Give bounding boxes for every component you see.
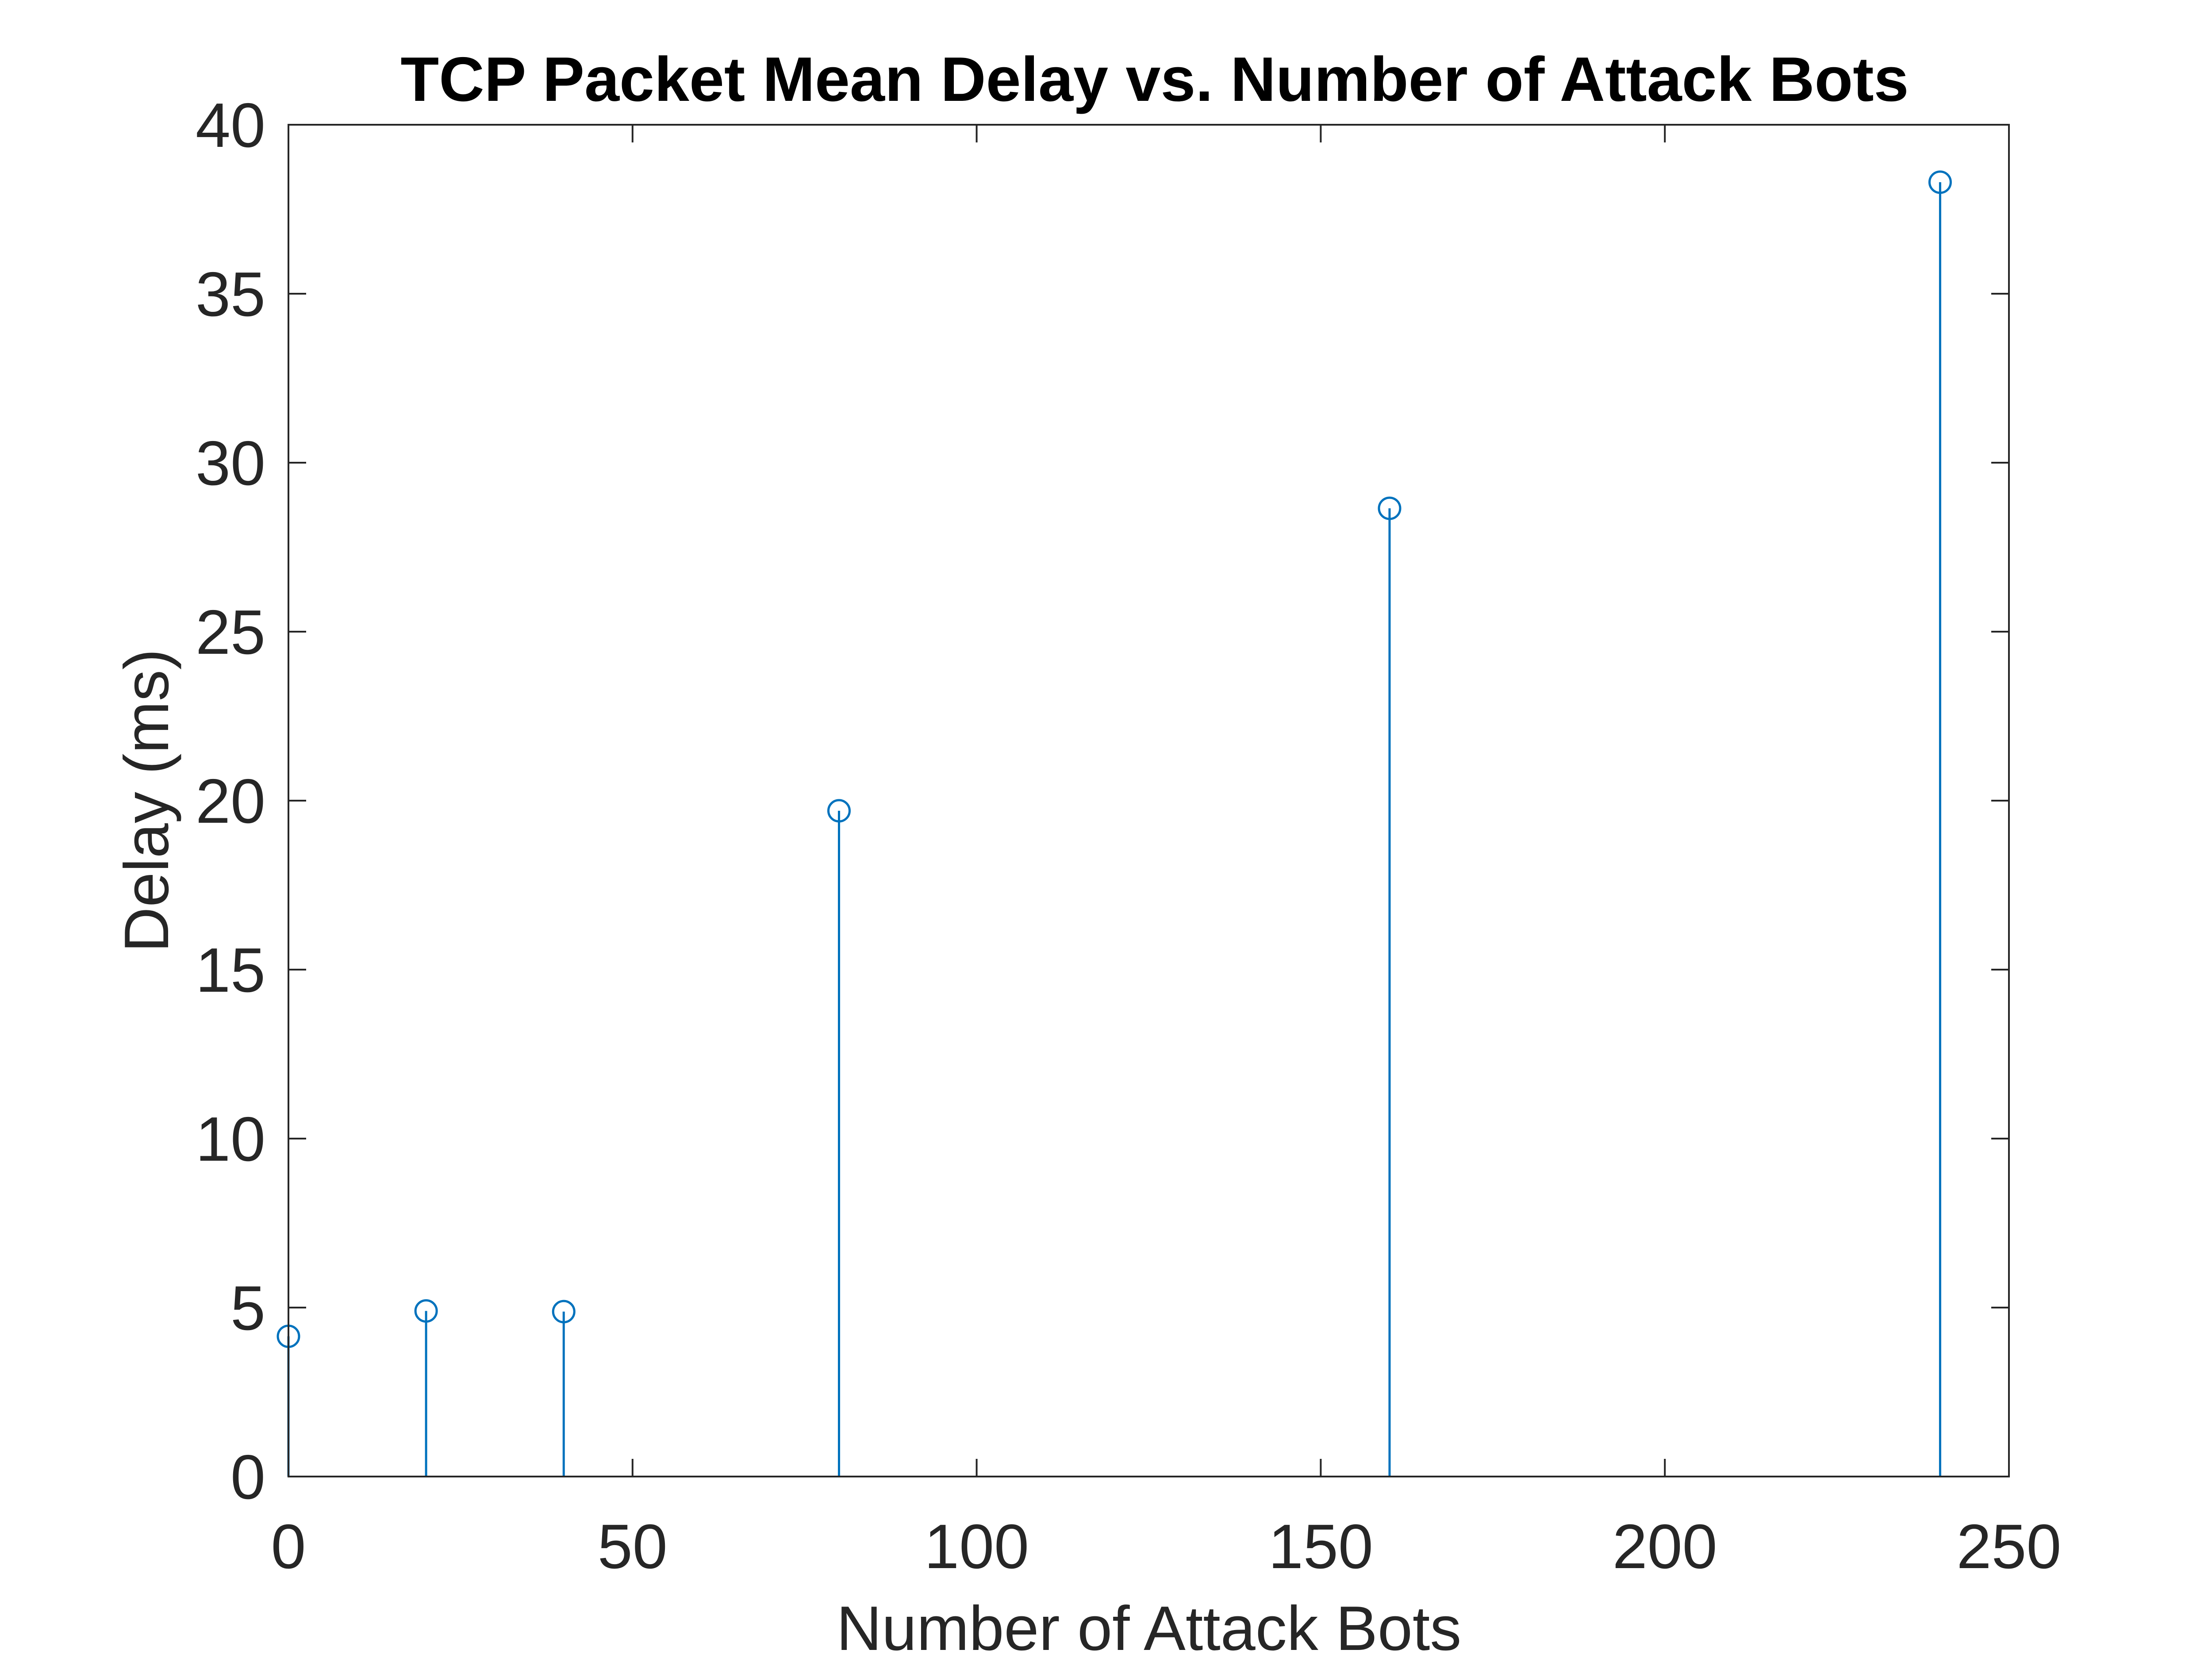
y-axis-label: Delay (ms) — [111, 649, 182, 952]
y-tick-labels: 0 5 10 15 20 25 30 35 40 — [196, 90, 265, 1512]
stem-marker-3 — [827, 799, 851, 823]
y-tick-label-4: 20 — [196, 766, 265, 836]
y-tick-label-3: 15 — [196, 935, 265, 1005]
y-tick-label-1: 5 — [230, 1273, 265, 1343]
x-tick-labels: 0 50 100 150 200 250 — [271, 1511, 2062, 1582]
y-tick-label-8: 40 — [196, 90, 265, 161]
y-tick-label-6: 30 — [196, 428, 265, 499]
stem-marker-4 — [1378, 496, 1402, 520]
chart-title: TCP Packet Mean Delay vs. Number of Atta… — [400, 44, 1909, 115]
x-tick-label-0: 0 — [271, 1511, 306, 1582]
x-tick-label-5: 250 — [1957, 1511, 2062, 1582]
stem-marker-2 — [552, 1300, 576, 1323]
y-tick-label-5: 25 — [196, 597, 265, 667]
y-tick-label-2: 10 — [196, 1104, 265, 1174]
stem-marker-5 — [1928, 170, 1952, 194]
plot-area-box — [288, 124, 2010, 1477]
x-tick-label-1: 50 — [598, 1511, 668, 1582]
stem-marker-1 — [414, 1299, 438, 1323]
x-tick-label-2: 100 — [924, 1511, 1029, 1582]
x-tick-label-3: 150 — [1268, 1511, 1373, 1582]
x-axis-label: Number of Attack Bots — [837, 1593, 1462, 1659]
y-tick-label-0: 0 — [230, 1442, 265, 1512]
x-tick-label-4: 200 — [1613, 1511, 1717, 1582]
y-tick-label-7: 35 — [196, 259, 265, 330]
